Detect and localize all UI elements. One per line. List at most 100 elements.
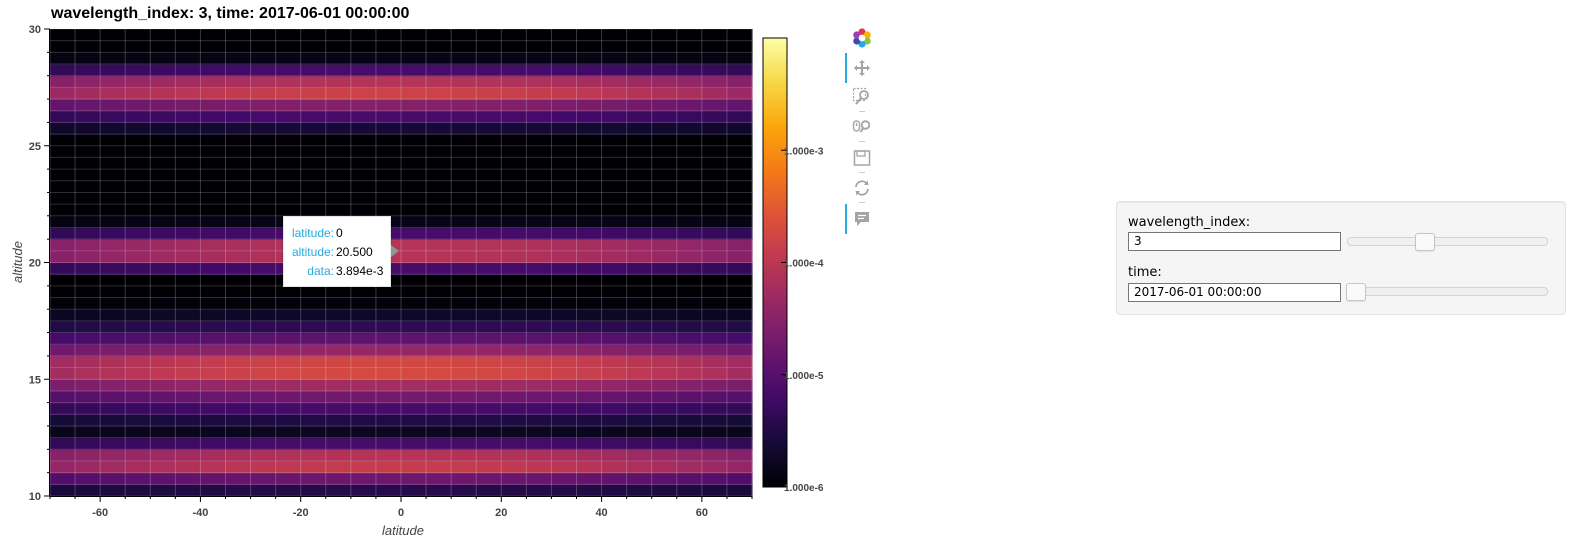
heatmap-cell: [726, 379, 753, 392]
heatmap-cell: [526, 157, 553, 170]
heatmap-cell: [501, 99, 527, 112]
heatmap-cell: [75, 344, 101, 357]
colorbar: 1.000e-6 1.000e-5 1.000e-4 1.000e-3: [762, 37, 824, 494]
heatmap-cell: [551, 169, 578, 182]
bokeh-logo-icon[interactable]: [851, 27, 873, 49]
heatmap-cell: [601, 134, 628, 147]
heatmap-cell: [626, 297, 653, 310]
heatmap-cell: [125, 320, 151, 334]
heatmap-cell: [401, 460, 427, 474]
heatmap-cell: [100, 274, 126, 287]
heatmap-cell: [551, 215, 578, 229]
heatmap-cell: [50, 75, 76, 88]
heatmap-cell: [150, 145, 176, 159]
heatmap-cell: [100, 449, 126, 462]
heatmap-cell: [200, 285, 227, 299]
time-slider-handle[interactable]: [1346, 283, 1366, 301]
heatmap-cell: [75, 110, 101, 123]
heatmap-cell: [275, 285, 302, 299]
heatmap-cells[interactable]: [50, 29, 753, 497]
heatmap-cell: [275, 87, 302, 100]
heatmap-cell: [350, 449, 377, 462]
heatmap-cell: [225, 274, 252, 287]
heatmap-cell: [401, 449, 427, 462]
heatmap-cell: [401, 274, 427, 287]
heatmap-cell: [150, 250, 176, 264]
hover-tooltip: latitude: 0 altitude: 20.500 data: 3.894…: [283, 216, 391, 287]
heatmap-cell: [576, 227, 603, 240]
heatmap-cell: [651, 110, 678, 123]
heatmap-cell: [200, 169, 227, 182]
heatmap-cell: [426, 460, 452, 474]
heatmap-cell: [426, 449, 452, 462]
heatmap-cell: [701, 52, 728, 65]
box-zoom-icon[interactable]: [851, 86, 873, 108]
heatmap-cell: [375, 180, 402, 194]
reset-icon[interactable]: [851, 177, 873, 199]
heatmap-cell: [300, 134, 327, 147]
save-icon[interactable]: [851, 147, 873, 169]
heatmap-cell: [701, 449, 728, 462]
wavelength-index-slider-handle[interactable]: [1414, 233, 1435, 251]
heatmap-cell: [175, 40, 202, 53]
hover-icon[interactable]: [851, 208, 873, 230]
heatmap-cell: [726, 192, 753, 205]
heatmap-cell: [175, 355, 202, 369]
heatmap-cell: [200, 402, 227, 415]
heatmap-cell: [375, 99, 402, 112]
heatmap-cell: [300, 75, 327, 88]
heatmap-cell: [701, 344, 728, 357]
heatmap-cell: [375, 332, 402, 345]
heatmap-cell: [476, 145, 502, 159]
heatmap-cell: [426, 157, 452, 170]
heatmap-cell: [426, 344, 452, 357]
heatmap-cell: [701, 320, 728, 334]
heatmap-cell: [75, 414, 101, 427]
heatmap-cell: [626, 367, 653, 380]
heatmap-cell: [150, 87, 176, 100]
heatmap-cell: [476, 355, 502, 369]
x-tick-label: -40: [192, 507, 208, 519]
wavelength-index-input[interactable]: 3: [1128, 232, 1341, 251]
heatmap-cell: [551, 332, 578, 345]
heatmap-cell: [401, 40, 427, 53]
heatmap-cell: [150, 297, 176, 310]
heatmap-cell: [401, 472, 427, 485]
y-tick-label: 30: [29, 24, 41, 36]
heatmap-cell: [651, 344, 678, 357]
pan-icon[interactable]: [851, 57, 873, 79]
time-slider[interactable]: [1346, 283, 1548, 301]
heatmap-cell: [250, 29, 277, 42]
heatmap-cell: [501, 367, 527, 380]
heatmap-cell: [676, 379, 703, 392]
wheel-zoom-icon[interactable]: [851, 116, 873, 138]
heatmap-cell: [50, 204, 76, 217]
heatmap-cell: [100, 64, 126, 77]
heatmap-cell: [551, 379, 578, 392]
heatmap-cell: [601, 239, 628, 252]
heatmap-cell: [325, 40, 352, 53]
heatmap-cell: [551, 414, 578, 427]
heatmap-cell: [676, 227, 703, 240]
heatmap-cell: [175, 204, 202, 217]
heatmap-cell: [100, 40, 126, 53]
heatmap-cell: [100, 157, 126, 170]
heatmap-cell: [225, 472, 252, 485]
heatmap-cell: [426, 239, 452, 252]
heatmap-cell: [200, 192, 227, 205]
heatmap-cell: [175, 215, 202, 229]
heatmap-cell: [150, 99, 176, 112]
heatmap-cell: [150, 122, 176, 135]
y-axis-label: altitude: [10, 241, 25, 283]
heatmap-chart[interactable]: -60 -40 -20 0 20 40 60 10 15 20 25 30 latitude alt…: [0, 0, 840, 550]
heatmap-cell: [726, 320, 753, 334]
heatmap-cell: [375, 367, 402, 380]
heatmap-cell: [601, 484, 628, 497]
wavelength-index-slider[interactable]: [1347, 233, 1548, 251]
heatmap-cell: [75, 122, 101, 135]
heatmap-cell: [250, 484, 277, 497]
heatmap-cell: [275, 29, 302, 42]
heatmap-cell: [701, 437, 728, 450]
heatmap-cell: [551, 425, 578, 439]
time-input[interactable]: 2017-06-01 00:00:00: [1128, 283, 1341, 302]
